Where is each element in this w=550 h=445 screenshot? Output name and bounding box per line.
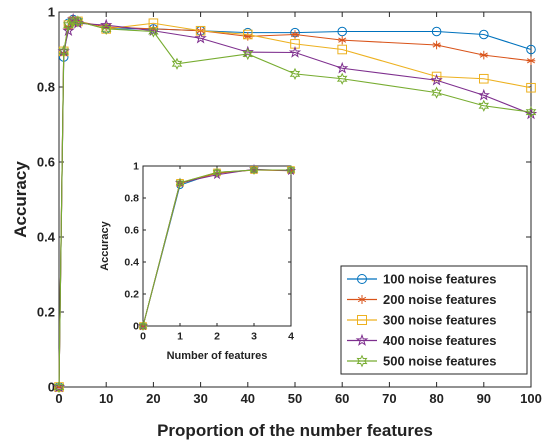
data-point — [526, 82, 536, 93]
legend-entry: 100 noise features — [347, 272, 496, 287]
y-tick-label: 1 — [133, 161, 139, 173]
legend-label: 500 noise features — [383, 354, 496, 369]
y-axis-title: Accuracy — [11, 161, 30, 238]
data-point — [337, 35, 347, 45]
legend-entry: 200 noise features — [347, 292, 496, 307]
data-point — [478, 99, 490, 112]
data-point — [242, 47, 254, 61]
y-tick-label: 0.8 — [37, 80, 55, 95]
y-tick-label: 0.6 — [37, 155, 55, 170]
x-tick-label: 50 — [288, 391, 302, 406]
data-point — [336, 61, 349, 74]
data-point — [212, 167, 222, 178]
data-point — [62, 24, 75, 36]
data-point — [67, 15, 79, 28]
x-tick-label: 30 — [193, 391, 207, 406]
data-point — [477, 88, 490, 101]
data-point — [286, 165, 296, 175]
data-point — [432, 40, 441, 50]
data-point — [194, 31, 207, 44]
x-tick-label: 10 — [99, 391, 113, 406]
y-tick-label: 0.2 — [124, 289, 139, 301]
data-point — [337, 26, 348, 37]
x-axis-title: Number of features — [167, 350, 268, 362]
legend-marker — [357, 295, 367, 304]
x-tick-label: 20 — [146, 391, 160, 406]
series-5 — [53, 15, 537, 394]
legend-label: 200 noise features — [383, 292, 496, 307]
y-tick-label: 0 — [133, 321, 139, 333]
data-point — [337, 44, 347, 55]
data-point — [288, 46, 302, 58]
legend-entry: 400 noise features — [347, 333, 496, 348]
data-point — [526, 44, 536, 55]
data-point — [100, 18, 113, 31]
plot-frame — [142, 165, 292, 327]
data-point — [100, 22, 112, 35]
legend-entry: 300 noise features — [347, 313, 496, 328]
data-point — [249, 165, 259, 175]
legend-marker — [357, 315, 367, 325]
legend-label: 100 noise features — [383, 272, 496, 287]
x-tick-label: 3 — [251, 331, 257, 343]
x-tick-label: 2 — [214, 331, 220, 343]
data-point — [479, 29, 489, 40]
data-point — [430, 73, 443, 86]
main-plot: 0 10 20 30 40 50 60 70 80 90 10000.20.40.60.81Prop… — [11, 5, 542, 440]
series-line — [58, 20, 532, 388]
legend-label: 300 noise features — [383, 313, 496, 328]
inset-plot: 0 1 2 3 4 0 0.2 0.4 0.6 0.8 1 Number of features Acc… — [99, 161, 297, 362]
x-tick-label: 70 — [382, 391, 396, 406]
data-point — [243, 29, 253, 40]
y-tick-label: 0.4 — [124, 257, 139, 269]
data-point — [336, 72, 348, 85]
legend-label: 400 noise features — [383, 333, 496, 348]
data-point — [289, 67, 301, 80]
data-point — [195, 25, 206, 36]
y-axis-title: Accuracy — [99, 220, 111, 270]
x-axis-title: Proportion of the number features — [157, 421, 433, 440]
data-point — [479, 73, 489, 84]
data-point — [526, 56, 536, 66]
legend-marker — [356, 354, 368, 368]
y-tick-label: 0.2 — [37, 305, 55, 320]
legend-entry: 500 noise features — [347, 354, 496, 369]
x-tick-label: 80 — [429, 391, 443, 406]
data-point — [53, 380, 65, 394]
x-tick-label: 0 — [55, 391, 62, 406]
x-tick-label: 1 — [177, 331, 183, 343]
legend: 100 noise features 200 noise features 300 … — [340, 265, 528, 375]
data-point — [175, 177, 185, 188]
y-tick-label: 0.6 — [124, 225, 139, 237]
data-point — [148, 25, 159, 38]
legend-marker — [357, 274, 367, 284]
series-line — [142, 169, 291, 327]
x-tick-label: 40 — [241, 391, 255, 406]
data-point — [63, 19, 74, 32]
data-point — [138, 321, 148, 331]
data-point — [290, 30, 300, 39]
y-tick-label: 0.8 — [124, 193, 139, 205]
data-point — [479, 50, 489, 60]
data-point — [58, 45, 70, 58]
series-5 — [138, 165, 296, 331]
legend-marker — [355, 333, 369, 346]
x-tick-label: 4 — [288, 331, 294, 343]
data-point — [431, 26, 442, 37]
y-tick-label: 1 — [48, 5, 55, 20]
y-tick-label: 0 — [48, 380, 55, 395]
x-tick-label: 100 — [520, 391, 542, 406]
x-tick-label: 90 — [477, 391, 491, 406]
x-tick-label: 0 — [140, 331, 146, 343]
data-point — [431, 86, 442, 99]
data-point — [171, 57, 183, 70]
x-tick-label: 60 — [335, 391, 349, 406]
y-tick-label: 0.4 — [37, 230, 56, 245]
data-point — [525, 106, 537, 119]
data-point — [72, 15, 84, 28]
